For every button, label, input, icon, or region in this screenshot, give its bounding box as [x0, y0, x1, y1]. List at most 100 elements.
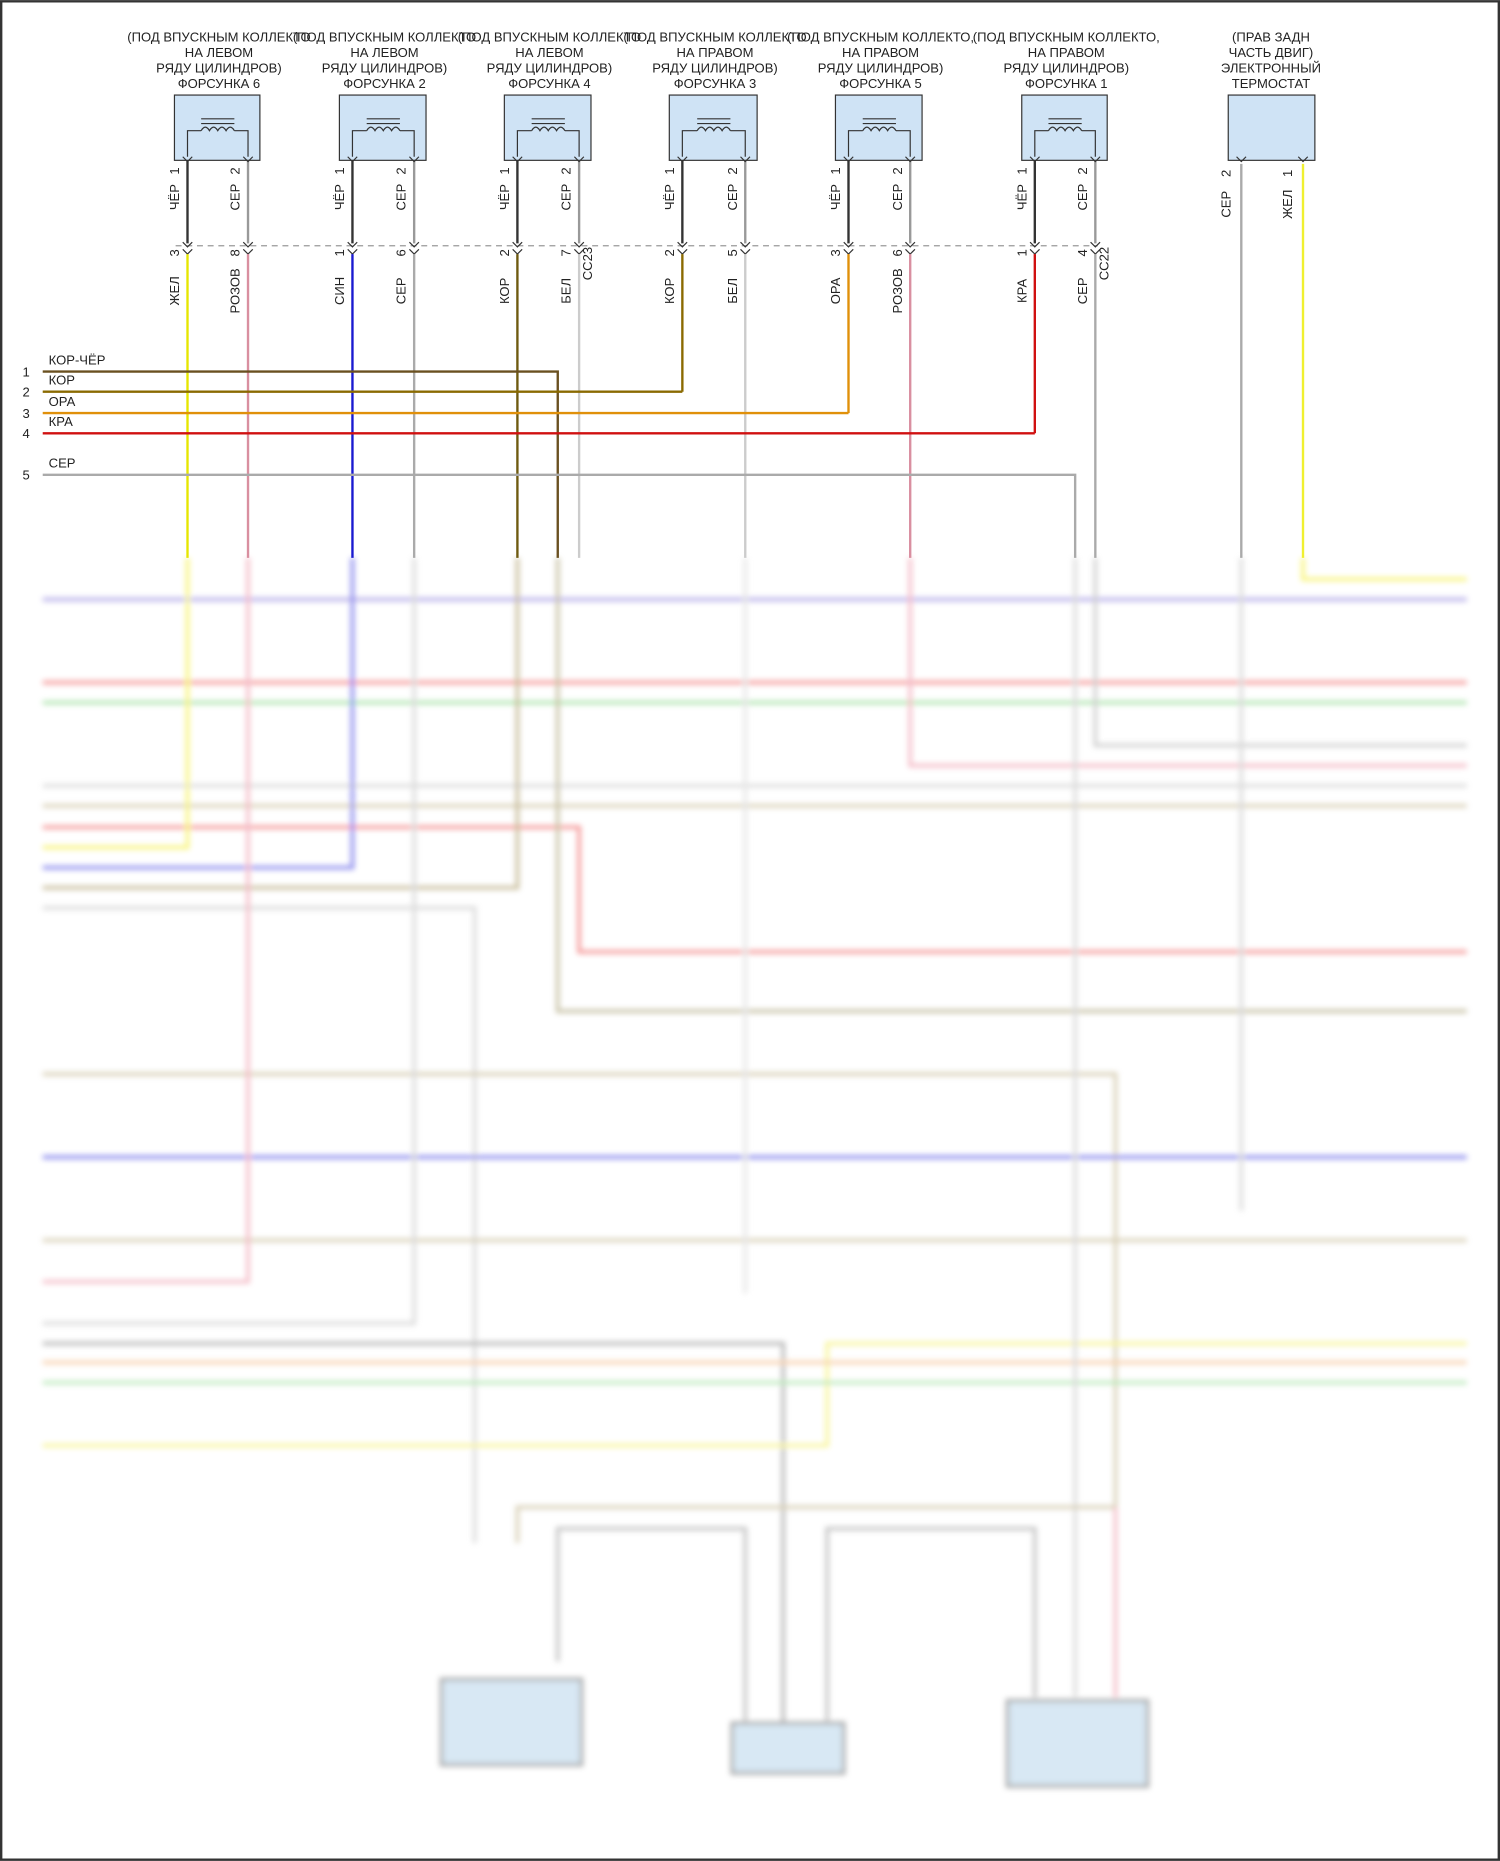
component-label: НА ПРАВОМ: [677, 45, 754, 60]
wire-label: ЧЁР: [167, 184, 182, 210]
wire: [42, 473, 1077, 558]
pin-number: 4: [1075, 249, 1090, 256]
pin-number: 2: [228, 167, 243, 174]
wire-label: КОР: [497, 277, 512, 304]
pin-number: 2: [890, 167, 905, 174]
component-label: ФОРСУНКА 6: [178, 76, 261, 91]
harness-number: 5: [22, 468, 29, 483]
pin-number: 3: [167, 249, 182, 256]
harness-wire-label: СЕР: [49, 456, 76, 471]
wire-label: ЧЁР: [1014, 184, 1029, 210]
component-label: НА ЛЕВОМ: [350, 45, 418, 60]
component-label: ФОРСУНКА 1: [1025, 76, 1108, 91]
component-label: (ПОД ВПУСКНЫМ КОЛЛЕКТО: [127, 30, 310, 45]
wire: [42, 1341, 786, 1745]
component-label: ТЕРМОСТАТ: [1232, 76, 1310, 91]
pin-number: 8: [228, 249, 243, 256]
component-label: ЭЛЕКТРОННЫЙ: [1221, 61, 1321, 76]
pin-number: 1: [1014, 167, 1029, 174]
component-label: РЯДУ ЦИЛИНДРОВ): [1003, 61, 1129, 76]
wire: [1301, 557, 1467, 582]
component-label: (ПОД ВПУСКНЫМ КОЛЛЕКТО,: [973, 30, 1160, 45]
pin-number: 1: [828, 167, 843, 174]
pin-number: 2: [1219, 170, 1234, 177]
harness-wire-label: КРА: [49, 414, 73, 429]
pin-number: 1: [1014, 249, 1029, 256]
harness-number: 4: [22, 426, 29, 441]
component-label: РЯДУ ЦИЛИНДРОВ): [322, 61, 448, 76]
wire-label: ЖЕЛ: [1280, 190, 1295, 219]
component-label: РЯДУ ЦИЛИНДРОВ): [818, 61, 944, 76]
pin-number: 2: [394, 167, 409, 174]
component-label: НА ЛЕВОМ: [515, 45, 583, 60]
coil-symbol: [366, 126, 401, 132]
pin-number: 2: [725, 167, 740, 174]
wire: [42, 557, 190, 850]
component-label: ФОРСУНКА 4: [508, 76, 591, 91]
wire: [42, 906, 477, 1543]
wire-label: БЕЛ: [559, 278, 574, 304]
component-label: РЯДУ ЦИЛИНДРОВ): [652, 61, 778, 76]
wire-label: СЕР: [1075, 277, 1090, 304]
wire: [825, 1526, 1037, 1721]
coil-symbol: [681, 118, 746, 157]
coil-symbol: [351, 118, 415, 157]
pin-number: 6: [394, 249, 409, 256]
component-label: РЯДУ ЦИЛИНДРОВ): [487, 61, 613, 76]
wire: [1093, 557, 1467, 748]
wire-label: ОРА: [828, 277, 843, 304]
component-box: [503, 94, 592, 161]
pin-number: 7: [559, 249, 574, 256]
harness-number: 1: [22, 364, 29, 379]
wire: [42, 825, 1467, 954]
pin-number: 2: [497, 249, 512, 256]
wire-label: ЧЁР: [332, 184, 347, 210]
wire-label: СИН: [332, 277, 347, 305]
component-box: [668, 94, 758, 161]
sensor-box: [1005, 1698, 1150, 1788]
component-box: [1021, 94, 1108, 161]
coil-symbol: [1034, 118, 1096, 157]
coil-symbol: [862, 126, 897, 132]
wire-label: СЕР: [559, 183, 574, 210]
harness-number: 3: [22, 406, 29, 421]
coil-symbol: [516, 118, 580, 157]
pin-mark: [1297, 156, 1309, 163]
pin-number: 1: [1280, 170, 1295, 177]
wire-label: СЕР: [394, 183, 409, 210]
wire-label: ЧЁР: [828, 184, 843, 210]
wire-label: РОЗОВ: [890, 268, 905, 313]
component-label: ФОРСУНКА 2: [343, 76, 426, 91]
sensor-box: [730, 1721, 846, 1775]
component-label: ФОРСУНКА 3: [674, 76, 757, 91]
pin-number: 6: [890, 249, 905, 256]
component-label: ЧАСТЬ ДВИГ): [1229, 45, 1314, 60]
wire: [555, 1526, 748, 1721]
component-label: ФОРСУНКА 5: [839, 76, 922, 91]
wire: [42, 557, 355, 870]
component-box: [338, 94, 427, 161]
wire-label: КОР: [662, 277, 677, 304]
wire-label: ЧЁР: [497, 184, 512, 210]
coil-symbol: [696, 126, 731, 132]
pin-number: 5: [725, 249, 740, 256]
coil-symbol: [1047, 126, 1083, 132]
pin-number: 2: [662, 249, 677, 256]
wire: [908, 557, 1467, 768]
wire: [42, 1341, 1467, 1448]
wire-label: СЕР: [228, 183, 243, 210]
pin-number: 1: [332, 167, 347, 174]
harness-number: 2: [22, 384, 29, 399]
wire-label: СЕР: [725, 183, 740, 210]
pin-number: 1: [662, 167, 677, 174]
component-box: [173, 94, 261, 161]
wire: [42, 557, 520, 890]
component-label: (ПРАВ ЗАДН: [1232, 30, 1310, 45]
pin-number: 3: [828, 249, 843, 256]
harness-wire-label: ОРА: [49, 394, 76, 409]
coil-symbol: [200, 126, 235, 132]
wire-label: КРА: [1014, 279, 1029, 303]
